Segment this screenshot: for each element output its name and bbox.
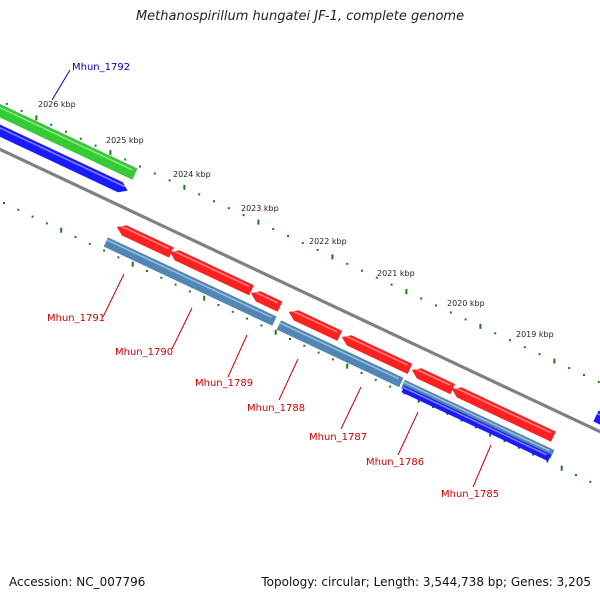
scale-label: 2024 kbp bbox=[173, 170, 211, 179]
gene-label-mhun-1786: Mhun_1786 bbox=[366, 457, 424, 468]
gene-label-mhun-1787: Mhun_1787 bbox=[309, 432, 367, 443]
gene-highlight bbox=[170, 249, 250, 288]
gene-label-leader bbox=[340, 386, 362, 430]
gene-arrow-red bbox=[451, 387, 557, 443]
gene-highlight bbox=[0, 106, 133, 171]
gene-highlight bbox=[251, 290, 278, 304]
gene-arrow-green bbox=[0, 103, 138, 180]
scale-label: 2021 kbp bbox=[377, 269, 415, 278]
gene-label-mhun-1788: Mhun_1788 bbox=[247, 403, 305, 414]
gene-highlight bbox=[0, 127, 126, 188]
gene-highlight bbox=[452, 386, 552, 434]
genome-title: Methanospirillum hungatei JF-1, complete… bbox=[135, 9, 465, 24]
gene-arrow-red bbox=[250, 291, 283, 312]
scale-label: 2026 kbp bbox=[38, 100, 76, 109]
gene-label-leader bbox=[102, 273, 125, 318]
gene-highlight bbox=[403, 386, 547, 456]
gene-label-leader bbox=[171, 307, 193, 350]
scale-label: 2025 kbp bbox=[106, 136, 144, 145]
gene-label-mhun-1790: Mhun_1790 bbox=[115, 347, 173, 358]
scale-label: 2019 kbp bbox=[516, 330, 554, 339]
gene-label-leader bbox=[227, 334, 248, 378]
gene-label-leader bbox=[397, 411, 419, 456]
gene-label-mhun-1792: Mhun_1792 bbox=[72, 62, 130, 73]
scale-label: 2022 kbp bbox=[309, 237, 347, 246]
genome-summary: Topology: circular; Length: 3,544,738 bp… bbox=[261, 575, 591, 589]
gene-arrow-mhun-1792 bbox=[0, 124, 129, 193]
gene-highlight bbox=[289, 309, 338, 333]
gene-label-mhun-1791: Mhun_1791 bbox=[47, 313, 105, 324]
gene-highlight bbox=[279, 322, 399, 380]
gene-highlight bbox=[412, 367, 451, 386]
gene-arrow-red bbox=[341, 335, 413, 375]
gene-arrow-pseudo bbox=[276, 320, 404, 388]
gene-arrow-red bbox=[288, 310, 343, 342]
accession-label: Accession: NC_007796 bbox=[9, 575, 146, 589]
gene-arrow-pseudo bbox=[103, 237, 277, 327]
gene-arrow-blue bbox=[401, 385, 552, 462]
gene-highlight bbox=[403, 381, 550, 452]
gene-arrow-red bbox=[169, 250, 255, 296]
gene-label-leader bbox=[472, 444, 492, 488]
gene-highlight bbox=[342, 334, 408, 366]
scale-label: 2020 kbp bbox=[447, 299, 485, 308]
gene-highlight bbox=[117, 224, 170, 250]
scale-label: 2023 kbp bbox=[241, 204, 279, 213]
gene-label-mhun-1785: Mhun_1785 bbox=[441, 489, 499, 500]
gene-label-mhun-1789: Mhun_1789 bbox=[195, 378, 253, 389]
gene-label-leader bbox=[278, 358, 299, 401]
genome-backbone bbox=[0, 147, 600, 434]
gene-arrow-edge bbox=[593, 410, 600, 425]
gene-label-leader bbox=[51, 69, 71, 101]
gene-highlight bbox=[106, 239, 272, 319]
